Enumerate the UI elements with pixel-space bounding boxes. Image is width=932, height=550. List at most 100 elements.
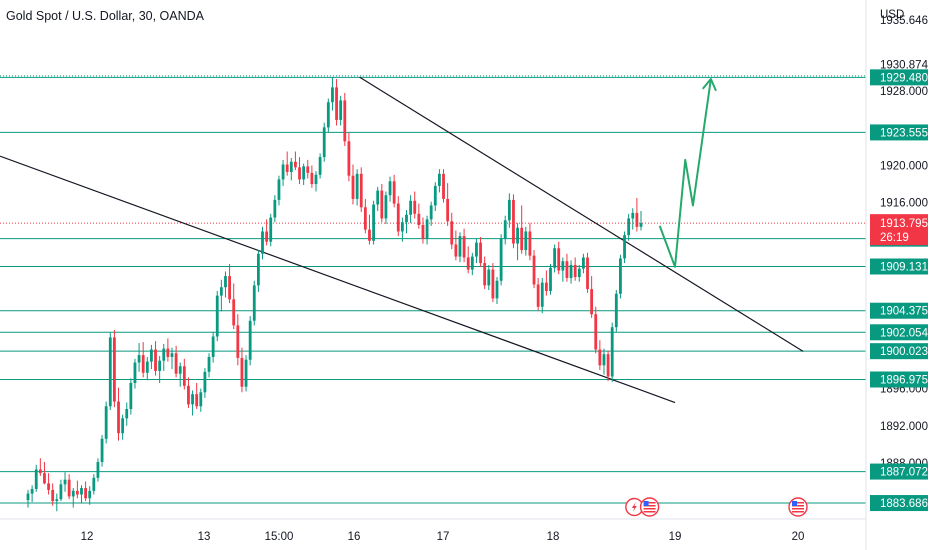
candle xyxy=(631,208,635,230)
candle-body xyxy=(318,157,322,175)
candle xyxy=(417,203,421,229)
candle-body xyxy=(495,280,499,299)
candle xyxy=(326,98,330,133)
candle xyxy=(602,348,606,375)
candle xyxy=(368,214,371,245)
candle xyxy=(203,368,207,398)
candle-body xyxy=(195,394,199,407)
candle-body xyxy=(614,293,618,328)
candle xyxy=(195,382,199,410)
candle-body xyxy=(112,337,116,402)
time-tick-label-7: 20 xyxy=(792,531,805,543)
candle-body xyxy=(421,224,425,239)
candle xyxy=(573,257,577,281)
candle-body xyxy=(553,248,557,268)
projection-arrowhead xyxy=(702,78,717,92)
candle xyxy=(623,231,626,264)
level-tag-9 xyxy=(870,495,928,512)
candle-body xyxy=(351,175,355,199)
candle xyxy=(162,343,166,371)
candle xyxy=(520,205,524,254)
candle xyxy=(187,377,190,409)
price-tick-label-4: 1916.000 xyxy=(880,198,928,210)
candle-body xyxy=(67,479,71,497)
time-tick-label-3: 16 xyxy=(348,531,361,543)
candle-body xyxy=(380,190,384,219)
candle xyxy=(314,171,318,192)
candle xyxy=(129,378,133,415)
candle-body xyxy=(30,488,34,494)
candle-body xyxy=(536,284,540,307)
candle-body xyxy=(532,255,536,285)
candle xyxy=(606,350,610,382)
price-tick-label-0: 1935.646 xyxy=(880,15,928,27)
candle xyxy=(540,277,544,314)
horizontal-levels xyxy=(0,75,866,504)
candle-body xyxy=(635,212,639,227)
candle xyxy=(582,253,585,274)
time-axis[interactable]: 12 13 15:00 16 17 18 19 20 xyxy=(0,518,866,543)
candle-body xyxy=(96,462,100,478)
candle-body xyxy=(499,238,503,281)
candle-body xyxy=(561,261,565,271)
candle xyxy=(475,238,478,264)
candle xyxy=(34,464,38,492)
candle-body xyxy=(236,325,240,358)
candle xyxy=(355,169,359,206)
candle-body xyxy=(150,349,153,362)
candle-body xyxy=(372,204,375,241)
candle xyxy=(322,122,326,162)
candle-body xyxy=(442,173,445,199)
candle-body xyxy=(228,276,231,300)
candle-body xyxy=(450,221,454,245)
candle xyxy=(121,414,125,440)
candle xyxy=(244,355,248,392)
candle xyxy=(598,340,602,370)
current-price-label: 1913.795 xyxy=(880,218,928,230)
us-flag-event-icon[interactable] xyxy=(639,497,660,517)
candle-body xyxy=(343,100,347,142)
candle-body xyxy=(117,401,120,434)
candle xyxy=(100,435,104,467)
candle xyxy=(528,223,532,261)
candle-body xyxy=(639,223,643,227)
candle xyxy=(421,217,425,244)
us-flag-event-icon[interactable] xyxy=(788,497,808,517)
candle-body xyxy=(565,261,569,278)
candle xyxy=(594,306,598,354)
time-tick-label-1: 13 xyxy=(198,531,211,543)
candle-body xyxy=(203,371,207,393)
candle xyxy=(306,159,310,179)
candle xyxy=(380,184,384,223)
level-tag-label-4: 1904.375 xyxy=(880,306,928,318)
candle xyxy=(117,387,120,441)
level-tag-5 xyxy=(870,324,928,341)
candle-body xyxy=(59,484,63,500)
candle-body xyxy=(154,349,157,371)
level-tag-label-1: 1923.555 xyxy=(880,127,928,139)
candle-body xyxy=(256,253,260,286)
candle-body xyxy=(433,185,437,206)
candle xyxy=(240,347,244,393)
candle xyxy=(59,479,63,502)
candle xyxy=(133,358,137,389)
level-tag-label-5: 1902.054 xyxy=(880,327,929,339)
time-tick-label-0: 12 xyxy=(81,531,94,543)
candle-body xyxy=(507,199,511,221)
candle xyxy=(150,344,153,370)
candle-body xyxy=(528,231,532,256)
candle-body xyxy=(108,337,112,407)
candle xyxy=(84,481,87,502)
candle xyxy=(335,79,338,126)
level-tag-6 xyxy=(870,343,928,360)
price-axis[interactable]: 1935.646 1930.874 1928.000 1920.000 1916.000… xyxy=(870,15,929,512)
candle xyxy=(47,473,50,495)
candle-body xyxy=(619,258,622,294)
candle-body xyxy=(182,366,186,386)
candle xyxy=(524,226,528,256)
candle xyxy=(166,338,170,362)
candle-body xyxy=(26,493,30,501)
candle-body xyxy=(594,314,598,350)
candle-body xyxy=(388,181,392,196)
